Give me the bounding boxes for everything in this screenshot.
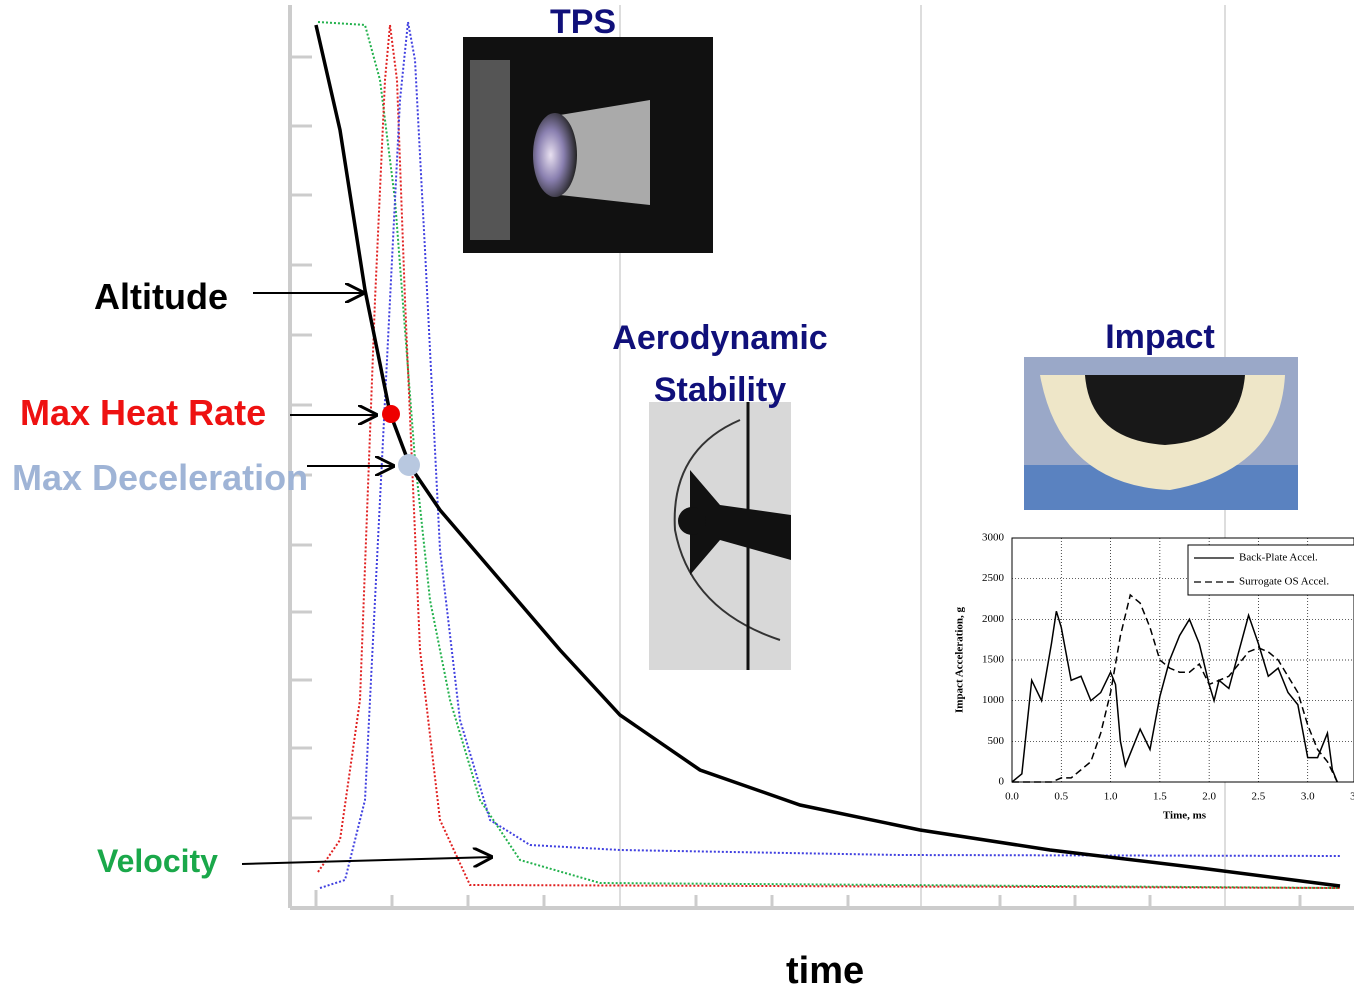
impact-photo	[1024, 357, 1298, 510]
x-tick-label: 2.0	[1202, 791, 1216, 803]
y-tick-label: 1500	[982, 654, 1005, 666]
impact-title: Impact	[1105, 318, 1215, 356]
y-axis-label: Impact Acceleration, g	[954, 607, 966, 713]
axis-ticks	[290, 55, 1302, 908]
x-tick-label: 1.0	[1104, 791, 1118, 803]
x-tick-label: 0.0	[1005, 791, 1019, 803]
legend-box	[1187, 544, 1354, 596]
x-tick-label: 1.5	[1153, 791, 1167, 803]
altitude-curve	[314, 24, 1341, 888]
x-tick-label: 2.5	[1252, 791, 1266, 803]
velocity-curve	[317, 21, 1341, 889]
y-tick-label: 0	[999, 776, 1005, 788]
y-tick-label: 3000	[982, 532, 1005, 544]
legend-label: Surrogate OS Accel.	[1239, 576, 1329, 588]
series-line	[1012, 593, 1338, 783]
aero-title: Aerodynamic Stability	[612, 319, 828, 409]
velocity-label: Velocity	[97, 843, 218, 879]
series-line	[1011, 610, 1338, 783]
max-heat-marker	[382, 405, 400, 423]
x-tick-label: 0.5	[1054, 791, 1068, 803]
x-tick-label: 3.5	[1350, 791, 1354, 803]
tps-photo	[463, 37, 713, 253]
y-tick-label: 500	[988, 735, 1005, 747]
x-axis-label: time	[786, 950, 865, 992]
tps-title: TPS	[549, 3, 617, 41]
x-tick-label: 3.0	[1301, 791, 1315, 803]
legend-label: Back-Plate Accel.	[1239, 552, 1318, 564]
deceleration-curve	[319, 21, 1341, 889]
heat-rate-curve	[317, 24, 1341, 889]
arrows	[241, 293, 493, 864]
y-tick-label: 2000	[982, 613, 1005, 625]
x-axis-label: Time, ms	[1163, 810, 1207, 822]
y-tick-label: 1000	[982, 694, 1005, 706]
altitude-label: Altitude	[94, 276, 228, 317]
y-tick-label: 2500	[982, 572, 1005, 584]
max-decel-marker	[398, 454, 420, 476]
aero-photo	[649, 402, 791, 670]
max-heat-label: Max Heat Rate	[20, 392, 267, 433]
max-decel-label: Max Deceleration	[12, 457, 309, 498]
